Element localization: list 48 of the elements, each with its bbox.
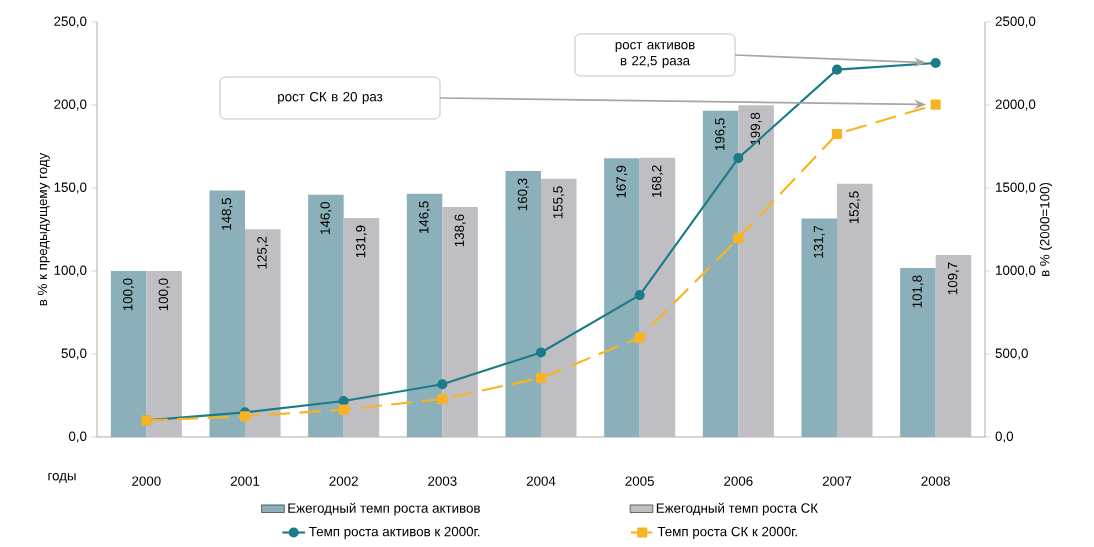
data-label: 125,2 [257, 236, 269, 269]
x-tick-label: 2006 [724, 476, 753, 486]
data-label: 100,0 [158, 278, 170, 311]
x-axis-title: годы [48, 473, 76, 483]
x-tick-label: 2003 [428, 476, 457, 486]
data-label: 152,5 [849, 191, 861, 224]
x-tick-label: 2004 [526, 476, 556, 486]
x-tick-label: 2007 [822, 476, 852, 486]
legend-label: Темп роста активов к 2000г. [309, 526, 480, 539]
y-tick-label: 50,0 [61, 348, 87, 360]
y-axis-title: в % к предыдущему году [37, 152, 50, 306]
legend-label: Темп роста СК к 2000г. [657, 526, 797, 539]
annotation: рост активов в 22,5 раза [615, 42, 695, 68]
y2-tick-label: 2000,0 [995, 99, 1036, 111]
legend-label: Ежегодный темп роста СК [656, 502, 818, 516]
data-label: 148,5 [221, 197, 233, 230]
y2-tick-label: 0,0 [995, 431, 1014, 443]
annotation: рост СК в 20 раз [278, 91, 383, 105]
x-tick-label: 2005 [625, 476, 654, 486]
data-label: 167,9 [616, 165, 628, 198]
y-tick-label: 150,0 [54, 182, 87, 194]
data-label: 146,5 [419, 201, 431, 234]
x-tick-label: 2008 [921, 476, 950, 486]
y-tick-label: 250,0 [54, 16, 87, 28]
x-tick-label: 2001 [230, 476, 260, 486]
data-label: 168,2 [651, 165, 663, 198]
y-tick-label: 200,0 [54, 99, 87, 111]
data-label: 100,0 [123, 278, 135, 311]
data-label: 138,6 [454, 214, 466, 247]
y2-axis-title: в % (2000=100) [1039, 182, 1053, 277]
data-label: 155,5 [553, 186, 565, 219]
data-label: 109,7 [947, 262, 959, 295]
y2-tick-label: 500,0 [995, 348, 1028, 360]
x-tick-label: 2002 [329, 476, 358, 486]
y-tick-label: 0,0 [68, 431, 87, 443]
x-tick-label: 2000 [132, 476, 161, 486]
y2-tick-label: 2500,0 [995, 16, 1036, 28]
y-tick-label: 100,0 [54, 265, 87, 277]
data-label: 196,5 [715, 118, 727, 151]
legend-label: Ежегодный темп роста активов [288, 502, 480, 516]
data-label: 101,8 [912, 275, 924, 308]
y2-tick-label: 1000,0 [996, 265, 1036, 277]
data-label: 131,7 [813, 225, 825, 258]
y2-tick-label: 1500,0 [996, 182, 1036, 194]
data-label: 131,9 [355, 225, 367, 258]
data-label: 146,0 [320, 202, 332, 234]
data-label: 199,8 [750, 112, 762, 145]
data-label: 160,3 [517, 178, 529, 211]
